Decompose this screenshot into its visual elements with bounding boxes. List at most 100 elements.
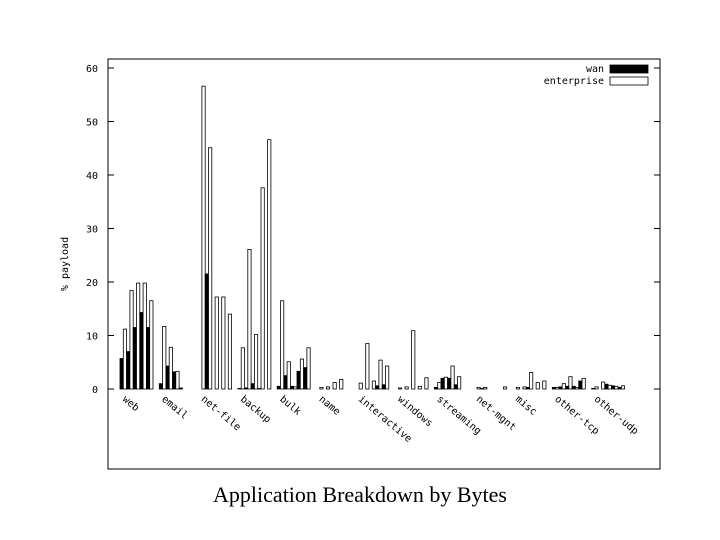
bar-enterprise-bulk	[280, 300, 285, 390]
bar-wan-other-tcp	[571, 385, 576, 390]
x-tick-label: windows	[395, 394, 434, 430]
bar-wan-net-mgnt	[479, 388, 484, 390]
bar-enterprise-windows	[397, 387, 403, 390]
bar-wan-web	[132, 327, 137, 390]
bar-wan-backup	[237, 388, 242, 390]
bar-enterprise-backup	[260, 187, 265, 390]
bar-enterprise-net-file	[221, 296, 226, 390]
bar-enterprise-interactive	[378, 359, 383, 390]
bar-enterprise-net-file	[208, 147, 213, 390]
bar-wan-interactive	[375, 385, 380, 390]
bar-enterprise-backup	[247, 248, 252, 390]
bar-wan-net-file	[204, 273, 209, 390]
x-tick-label: web	[120, 394, 141, 414]
bar-enterprise-other-udp	[607, 384, 612, 390]
bar-wan-web	[119, 358, 124, 390]
bar-wan-email	[158, 383, 164, 390]
bar-enterprise-interactive	[385, 365, 390, 390]
y-tick-label: 50	[86, 118, 98, 129]
bar-enterprise-windows	[424, 377, 429, 390]
bar-wan-email	[165, 365, 170, 390]
bar-enterprise-name	[332, 382, 337, 390]
bar-wan-other-tcp	[551, 386, 556, 390]
bar-wan-bulk	[276, 385, 281, 390]
bar-enterprise-misc	[515, 386, 520, 390]
bar-wan-bulk	[289, 385, 295, 390]
bar-enterprise-net-file	[201, 85, 206, 390]
bar-enterprise-other-udp	[601, 381, 606, 390]
bar-wan-bulk	[283, 375, 288, 390]
bar-wan-other-udp	[604, 383, 609, 390]
bar-enterprise-bulk	[293, 386, 298, 390]
bar-enterprise-web	[122, 328, 128, 390]
y-tick-label: 20	[86, 278, 98, 289]
y-tick-label: 0	[92, 385, 98, 396]
bar-enterprise-web	[142, 282, 147, 390]
bar-enterprise-misc	[542, 380, 547, 390]
bar-enterprise-bulk	[306, 347, 311, 390]
bar-enterprise-other-udp	[620, 385, 625, 390]
bar-enterprise-email	[175, 370, 180, 390]
bar-wan-other-tcp	[578, 380, 583, 390]
bar-wan-other-udp	[611, 385, 616, 390]
bar-enterprise-other-tcp	[561, 383, 566, 390]
bar-enterprise-other-tcp	[555, 386, 560, 390]
bar-enterprise-web	[136, 282, 141, 390]
legend-swatch-wan	[609, 64, 649, 74]
bar-wan-other-tcp	[565, 385, 570, 390]
bar-enterprise-other-tcp	[575, 386, 580, 390]
bar-wan-interactive	[381, 384, 386, 390]
bar-wan-streaming	[453, 384, 458, 390]
bar-wan-email	[172, 371, 177, 390]
bar-enterprise-misc	[522, 386, 527, 390]
bar-wan-streaming	[440, 377, 445, 390]
bar-enterprise-bulk	[299, 358, 304, 390]
bar-wan-backup	[257, 388, 262, 390]
legend-label-wan: wan	[586, 64, 604, 75]
bar-enterprise-other-tcp	[581, 377, 586, 390]
bar-enterprise-backup	[240, 347, 245, 390]
bar-enterprise-web	[129, 290, 134, 390]
bar-enterprise-net-mgnt	[476, 386, 481, 390]
bar-wan-other-udp	[617, 386, 622, 390]
bar-enterprise-other-udp	[614, 385, 619, 390]
bar-enterprise-email	[168, 346, 173, 390]
bar-enterprise-streaming	[437, 382, 442, 390]
bar-enterprise-windows	[417, 385, 422, 390]
x-tick-label: name	[317, 394, 343, 418]
bar-enterprise-interactive	[358, 382, 363, 390]
bar-enterprise-name	[339, 378, 344, 390]
x-tick-label: bulk	[277, 394, 303, 418]
bar-enterprise-misc	[529, 372, 534, 390]
legend-label-enterprise: enterprise	[544, 76, 604, 87]
bar-enterprise-backup	[253, 334, 259, 390]
bar-wan-bulk	[303, 367, 308, 390]
y-axis: 0 10 20 30 40 50 60	[86, 64, 660, 396]
bar-enterprise-net-file	[214, 296, 219, 390]
bar-enterprise-streaming	[457, 376, 462, 390]
bar-enterprise-net-mgnt	[502, 386, 508, 390]
bar-enterprise-net-mgnt	[483, 386, 488, 390]
y-tick-label: 10	[86, 332, 98, 343]
bar-enterprise-windows	[411, 330, 416, 390]
bar-enterprise-email	[162, 326, 167, 390]
bar-wan-streaming	[433, 386, 439, 390]
y-tick-label: 60	[86, 64, 98, 75]
bar-wan-backup	[244, 387, 249, 390]
bar-enterprise-windows	[404, 386, 409, 390]
bar-wan-web	[126, 351, 131, 390]
bar-enterprise-bulk	[286, 361, 291, 390]
bar-enterprise-net-file	[227, 313, 233, 390]
y-tick-label: 30	[86, 225, 98, 236]
bar-enterprise-web	[149, 300, 154, 390]
chart-caption: Application Breakdown by Bytes	[213, 482, 507, 507]
bar-wan-web	[145, 327, 151, 390]
x-tick-label: net-file	[199, 394, 243, 433]
bar-enterprise-other-tcp	[568, 376, 573, 390]
x-tick-label: email	[159, 394, 189, 422]
bar-wan-misc	[525, 386, 530, 390]
bar-enterprise-name	[319, 386, 324, 390]
